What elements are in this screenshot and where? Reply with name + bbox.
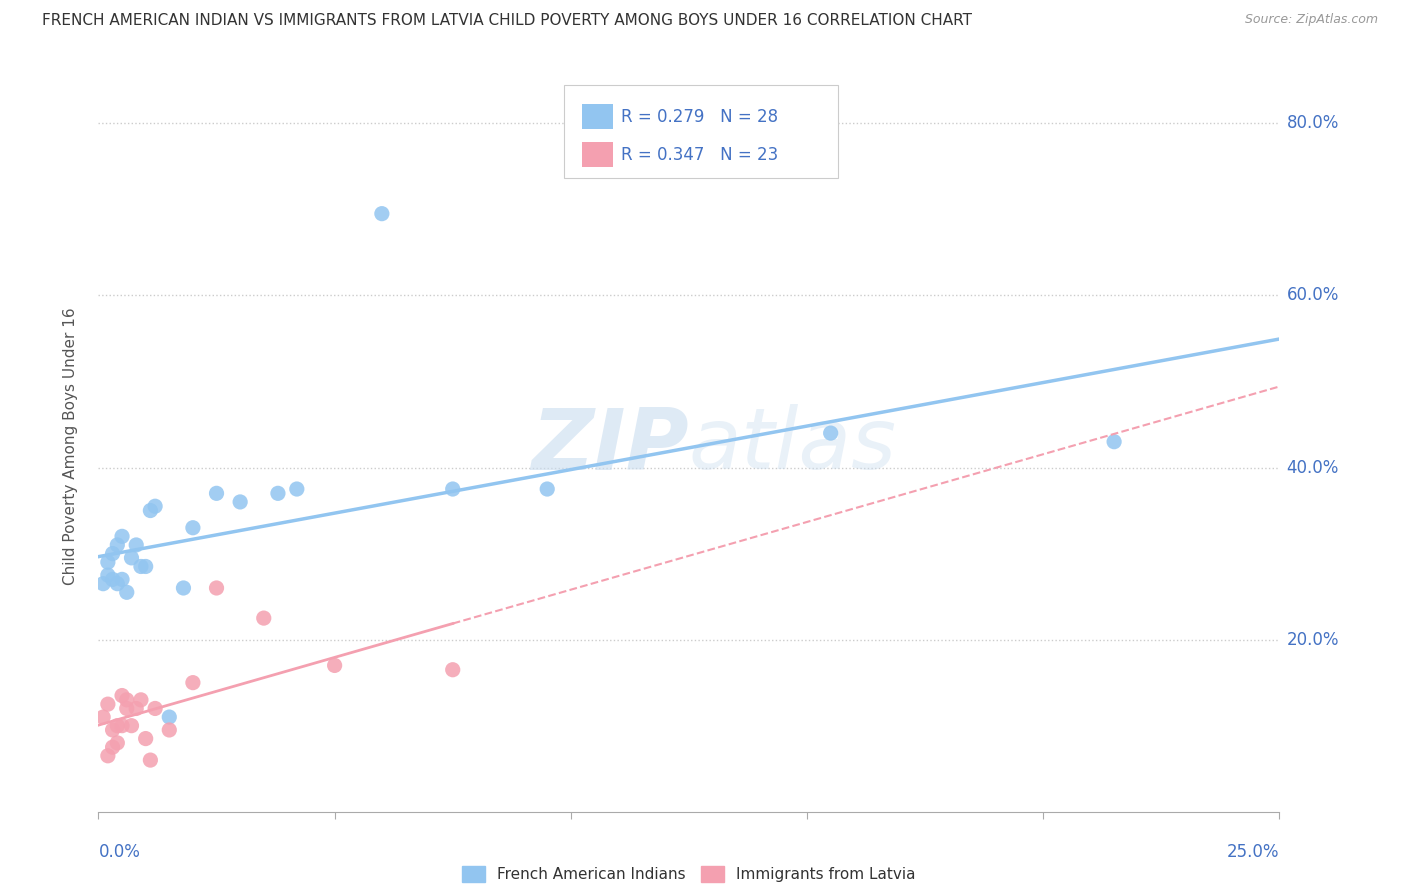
Point [323,658,346,673]
Point [105,736,128,750]
Point [97,568,120,582]
Point [105,719,128,733]
Point [115,693,138,707]
Text: FRENCH AMERICAN INDIAN VS IMMIGRANTS FROM LATVIA CHILD POVERTY AMONG BOYS UNDER : FRENCH AMERICAN INDIAN VS IMMIGRANTS FRO… [42,13,972,29]
Point [820,426,842,441]
Point [143,500,166,514]
Point [129,693,152,707]
Point [139,503,162,517]
Point [111,719,134,733]
Point [125,538,148,552]
Point [97,697,120,711]
Point [91,576,114,591]
Text: 40.0%: 40.0% [1286,458,1339,476]
Point [205,581,228,595]
Point [125,701,148,715]
Text: R = 0.279   N = 28: R = 0.279 N = 28 [621,108,779,126]
Text: ZIP: ZIP [531,404,689,488]
Point [1102,434,1125,449]
Point [285,482,308,496]
Point [139,753,162,767]
Text: 0.0%: 0.0% [98,843,141,861]
Point [115,701,138,715]
Point [371,207,394,221]
Text: 80.0%: 80.0% [1286,114,1339,132]
Point [181,521,204,535]
Point [181,675,204,690]
Point [111,689,134,703]
Point [441,482,464,496]
Point [441,663,464,677]
Point [97,748,120,763]
Point [111,529,134,543]
Point [229,495,252,509]
Legend: French American Indians, Immigrants from Latvia: French American Indians, Immigrants from… [456,860,922,888]
Point [105,576,128,591]
Point [267,486,290,500]
Point [143,701,166,715]
Point [121,719,143,733]
Point [172,581,194,595]
Point [129,559,152,574]
Point [105,538,128,552]
Text: 25.0%: 25.0% [1227,843,1279,861]
Y-axis label: Child Poverty Among Boys Under 16: Child Poverty Among Boys Under 16 [63,307,77,585]
Point [253,611,276,625]
Text: Source: ZipAtlas.com: Source: ZipAtlas.com [1244,13,1378,27]
Text: 20.0%: 20.0% [1286,631,1339,648]
Point [205,486,228,500]
Point [97,555,120,569]
Point [101,573,124,587]
Point [101,547,124,561]
Point [157,723,180,737]
Point [115,585,138,599]
Point [101,723,124,737]
Text: atlas: atlas [689,404,897,488]
Point [111,573,134,587]
Point [536,482,558,496]
Point [101,740,124,755]
Text: 60.0%: 60.0% [1286,286,1339,304]
Text: R = 0.347   N = 23: R = 0.347 N = 23 [621,146,779,164]
Point [135,559,157,574]
Point [135,731,157,746]
Point [91,710,114,724]
Point [157,710,180,724]
Point [121,550,143,565]
